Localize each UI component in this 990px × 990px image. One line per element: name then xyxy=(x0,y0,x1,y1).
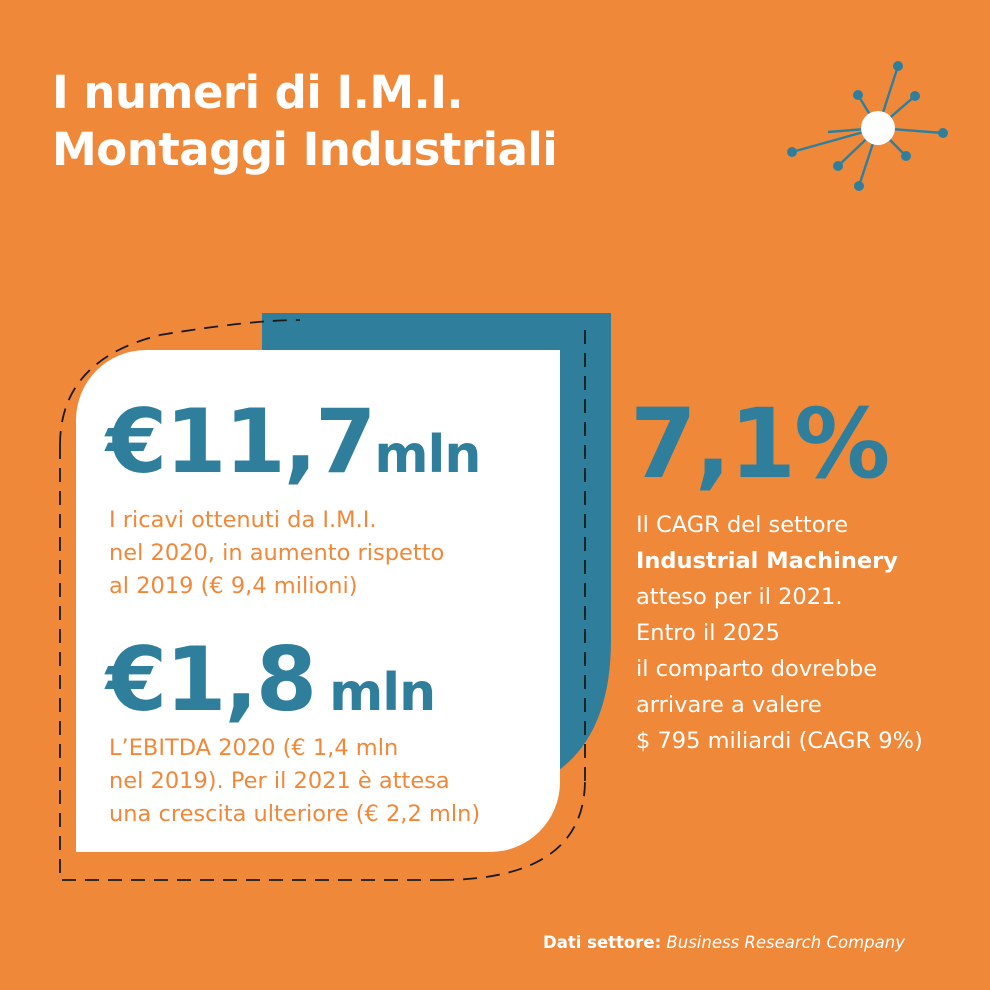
cagr-line: arrivare a valere xyxy=(636,692,822,718)
ebitda-unit: mln xyxy=(329,663,436,723)
ebitda-figure: €1,8 mln xyxy=(106,628,436,731)
title-line-2: Montaggi Industriali xyxy=(52,123,558,176)
ebitda-description: L’EBITDA 2020 (€ 1,4 mln nel 2019). Per … xyxy=(109,732,480,831)
revenue-unit: mln xyxy=(374,425,481,485)
revenue-description: I ricavi ottenuti da I.M.I. nel 2020, in… xyxy=(109,504,444,603)
cagr-line: il comparto dovrebbe xyxy=(636,656,878,682)
cagr-line: $ 795 miliardi (CAGR 9%) xyxy=(636,728,923,754)
cagr-line: atteso per il 2021. xyxy=(636,584,843,610)
ebitda-value: €1,8 xyxy=(106,628,317,731)
source-note: Dati settore: Business Research Company xyxy=(543,933,905,952)
network-burst-icon xyxy=(787,61,948,191)
revenue-desc-line: I ricavi ottenuti da I.M.I. xyxy=(109,507,377,533)
title-line-1: I numeri di I.M.I. xyxy=(52,66,464,119)
revenue-desc-line: al 2019 (€ 9,4 milioni) xyxy=(109,573,358,599)
source-name: Business Research Company xyxy=(666,933,905,952)
stats-card xyxy=(76,350,560,852)
cagr-description: Il CAGR del settore Industrial Machinery… xyxy=(636,507,923,759)
cagr-line: Entro il 2025 xyxy=(636,620,780,646)
cagr-line: Il CAGR del settore xyxy=(636,512,849,538)
revenue-desc-line: nel 2020, in aumento rispetto xyxy=(109,540,445,566)
cagr-figure: 7,1% xyxy=(630,388,890,500)
source-label: Dati settore: xyxy=(543,933,662,952)
revenue-value: €11,7 xyxy=(106,390,376,493)
ebitda-desc-line: nel 2019). Per il 2021 è attesa xyxy=(109,768,450,794)
sector-name: Industrial Machinery xyxy=(636,548,898,574)
revenue-figure: €11,7mln xyxy=(106,390,481,493)
ebitda-desc-line: L’EBITDA 2020 (€ 1,4 mln xyxy=(109,735,399,761)
ebitda-desc-line: una crescita ulteriore (€ 2,2 mln) xyxy=(109,801,481,827)
page-title: I numeri di I.M.I. Montaggi Industriali xyxy=(52,64,558,178)
